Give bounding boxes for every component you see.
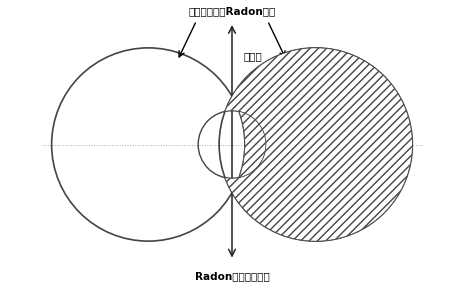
Polygon shape xyxy=(238,112,265,177)
Polygon shape xyxy=(225,48,412,241)
Text: Radon数据缺失区域: Radon数据缺失区域 xyxy=(194,272,269,281)
Text: 圆轨迹获取的Radon数据: 圆轨迹获取的Radon数据 xyxy=(188,6,275,16)
Text: 旋转轴: 旋转轴 xyxy=(243,51,262,61)
